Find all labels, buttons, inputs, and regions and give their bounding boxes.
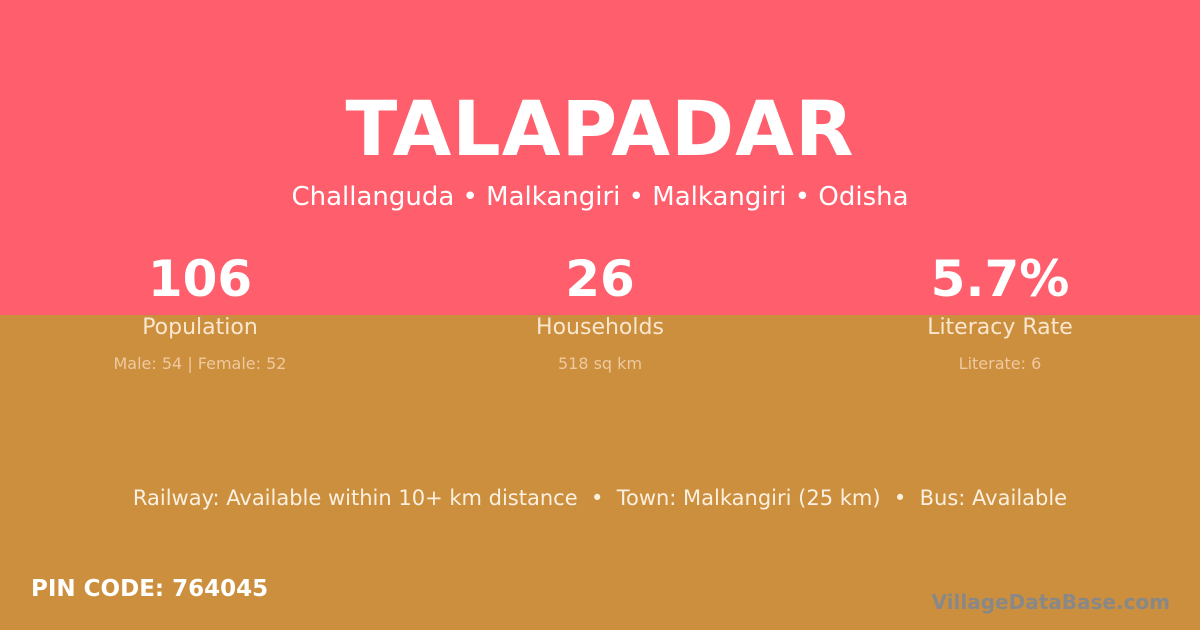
stat-value: 106	[147, 250, 253, 308]
stat-label: Population	[142, 315, 258, 340]
stat-label: Literacy Rate	[927, 315, 1073, 340]
header-band	[0, 0, 1200, 315]
watermark-logo: VillageDataBase.com	[931, 590, 1170, 614]
stat-detail: Literate: 6	[958, 354, 1042, 373]
pin-code: PIN CODE: 764045	[31, 576, 269, 602]
stat-detail: Male: 54 | Female: 52	[113, 354, 287, 373]
stat-label: Households	[536, 315, 664, 340]
amenities-line: Railway: Available within 10+ km distanc…	[132, 486, 1068, 510]
stat-value: 26	[565, 250, 635, 308]
village-location: Challanguda • Malkangiri • Malkangiri • …	[291, 182, 909, 212]
stat-detail: 518 sq km	[557, 354, 643, 373]
village-name: TALAPADAR	[345, 84, 855, 173]
stat-value: 5.7%	[930, 250, 1070, 308]
